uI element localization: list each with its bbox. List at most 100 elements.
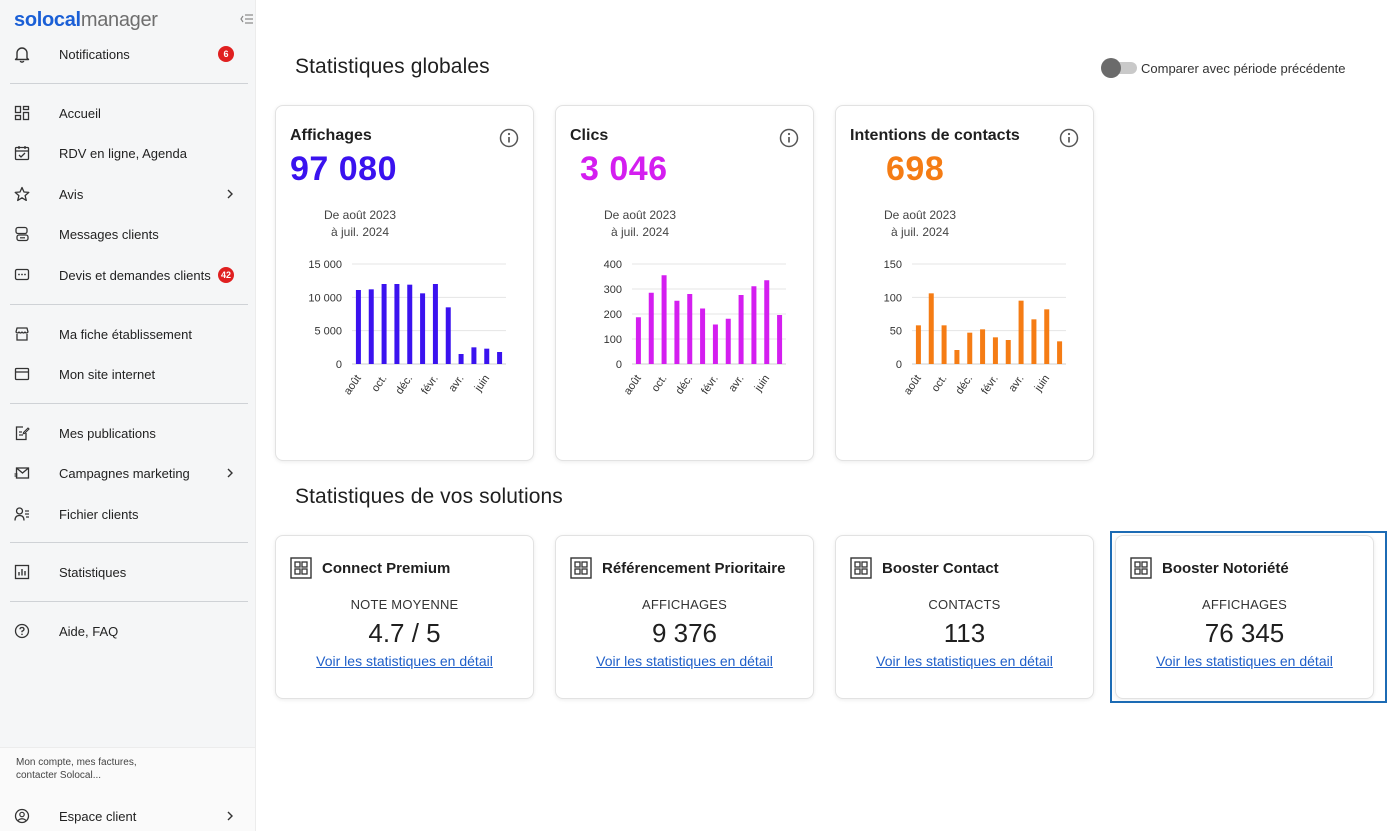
solution-metric-label: AFFICHAGES [1201, 597, 1288, 612]
sidebar-item-devis[interactable]: Devis et demandes clients 42 [14, 260, 248, 290]
sidebar-item-rdv[interactable]: RDV en ligne, Agenda [14, 138, 248, 168]
bar [471, 347, 477, 364]
bar [368, 289, 374, 364]
y-tick-label: 100 [604, 334, 622, 346]
solution-metric-label: NOTE MOYENNE [350, 597, 459, 612]
solution-metric-value: 113 [943, 618, 986, 648]
period-end: à juil. 2024 [330, 225, 390, 239]
bar [980, 329, 986, 364]
bar [635, 317, 641, 364]
bar [1057, 341, 1063, 364]
bar [484, 348, 490, 364]
sidebar-footer: Mon compte, mes factures, contacter Solo… [0, 747, 255, 831]
solution-title: Booster Notoriété [1162, 559, 1289, 577]
solution-title: Booster Contact [882, 559, 999, 577]
solution-metric-label: CONTACTS [928, 597, 1001, 612]
toggle-knob [1101, 58, 1121, 78]
solution-metric-value: 9 376 [651, 618, 718, 648]
bar [1044, 309, 1050, 364]
solution-metric-label: AFFICHAGES [641, 597, 728, 612]
solution-metric-value: 4.7 / 5 [368, 618, 441, 648]
global-stats-title: Statistiques globales [295, 55, 490, 78]
sidebar-item-label: Fichier clients [59, 506, 139, 522]
view-details-link[interactable]: Voir les statistiques en détail [1156, 653, 1333, 669]
user-circle-icon [14, 806, 42, 826]
sidebar-item-label: Avis [59, 186, 84, 202]
sidebar-divider [10, 304, 248, 305]
help-circle-icon [14, 621, 42, 641]
dashboard-icon [14, 103, 42, 123]
stat-period: De août 2023 à juil. 2024 [306, 207, 414, 241]
solution-card-referencement: Référencement Prioritaire AFFICHAGES 9 3… [555, 535, 814, 699]
stat-value: 97 080 [290, 150, 397, 188]
stat-period: De août 2023 à juil. 2024 [866, 207, 974, 241]
view-details-link[interactable]: Voir les statistiques en détail [596, 653, 773, 669]
stat-card-title: Intentions de contacts [850, 127, 1020, 144]
x-tick-label: août [342, 373, 364, 397]
sidebar-item-label: Statistiques [59, 564, 127, 580]
stat-card-title: Affichages [290, 127, 372, 144]
sidebar-item-fiche[interactable]: Ma fiche établissement [14, 319, 248, 349]
bar [915, 325, 921, 364]
y-tick-label: 400 [604, 259, 622, 271]
sidebar-item-site[interactable]: Mon site internet [14, 359, 248, 389]
bar [458, 354, 464, 364]
mail-send-icon [14, 463, 42, 483]
period-start: De août 2023 [883, 208, 957, 222]
solution-card-booster-notoriete: Booster Notoriété AFFICHAGES 76 345 Voir… [1115, 535, 1374, 699]
sidebar-item-fichier[interactable]: Fichier clients [14, 499, 248, 529]
bar [445, 307, 451, 364]
sidebar-item-label: Accueil [59, 105, 101, 121]
x-tick-label: oct. [370, 373, 390, 394]
sidebar-divider [10, 601, 248, 602]
bar [661, 275, 667, 364]
y-tick-label: 200 [604, 309, 622, 321]
bar [928, 293, 934, 364]
sidebar-item-accueil[interactable]: Accueil [14, 98, 248, 128]
x-tick-label: août [622, 373, 644, 397]
compare-toggle[interactable]: Comparer avec période précédente [1101, 58, 1346, 78]
toggle-switch[interactable] [1101, 58, 1137, 78]
sidebar-item-aide[interactable]: Aide, FAQ [14, 616, 248, 646]
sidebar-item-label: Mon site internet [59, 366, 156, 382]
info-icon[interactable] [1059, 128, 1079, 148]
solution-title: Connect Premium [322, 559, 451, 577]
stat-value: 3 046 [580, 150, 668, 188]
x-tick-label: févr. [979, 373, 1001, 397]
bar [712, 324, 718, 364]
clics-bar-chart: 0 100 200 300 400 août oct. déc. févr. avr. juin [604, 259, 786, 397]
sidebar-item-statistiques[interactable]: Statistiques [14, 557, 248, 587]
solution-metric-value: 76 345 [1204, 618, 1285, 648]
info-icon[interactable] [779, 128, 799, 148]
bar [381, 284, 387, 364]
sidebar-item-notifications[interactable]: Notifications 6 [14, 39, 248, 69]
edit-document-icon [14, 423, 42, 443]
sidebar-item-espace-client[interactable]: Espace client [14, 801, 248, 831]
x-tick-label: déc. [953, 373, 975, 397]
sidebar-item-label: Campagnes marketing [59, 465, 190, 481]
sidebar-item-label: Devis et demandes clients [59, 267, 211, 283]
sidebar-item-messages[interactable]: Messages clients [14, 219, 248, 249]
bar [648, 292, 654, 364]
collapse-sidebar-icon[interactable] [240, 12, 254, 26]
sidebar-item-avis[interactable]: Avis [14, 179, 248, 209]
sidebar-item-label: Messages clients [59, 226, 159, 242]
sidebar-item-publications[interactable]: Mes publications [14, 418, 248, 448]
app-logo[interactable]: solocalmanager [14, 8, 158, 32]
info-icon[interactable] [499, 128, 519, 148]
intentions-bar-chart: 0 50 100 150 août oct. déc. févr. avr. juin [884, 259, 1066, 397]
bar [954, 350, 960, 364]
view-details-link[interactable]: Voir les statistiques en détail [316, 653, 493, 669]
sidebar-item-campagnes[interactable]: Campagnes marketing [14, 458, 248, 488]
widget-grid-icon [1130, 557, 1152, 579]
bar [687, 294, 693, 364]
y-tick-label: 15 000 [308, 259, 342, 271]
bar [1018, 300, 1024, 364]
sidebar-item-label: Espace client [59, 808, 137, 824]
bar [751, 286, 757, 364]
bar [992, 337, 998, 364]
y-tick-label: 0 [616, 359, 622, 371]
bar [497, 352, 503, 364]
view-details-link[interactable]: Voir les statistiques en détail [876, 653, 1053, 669]
